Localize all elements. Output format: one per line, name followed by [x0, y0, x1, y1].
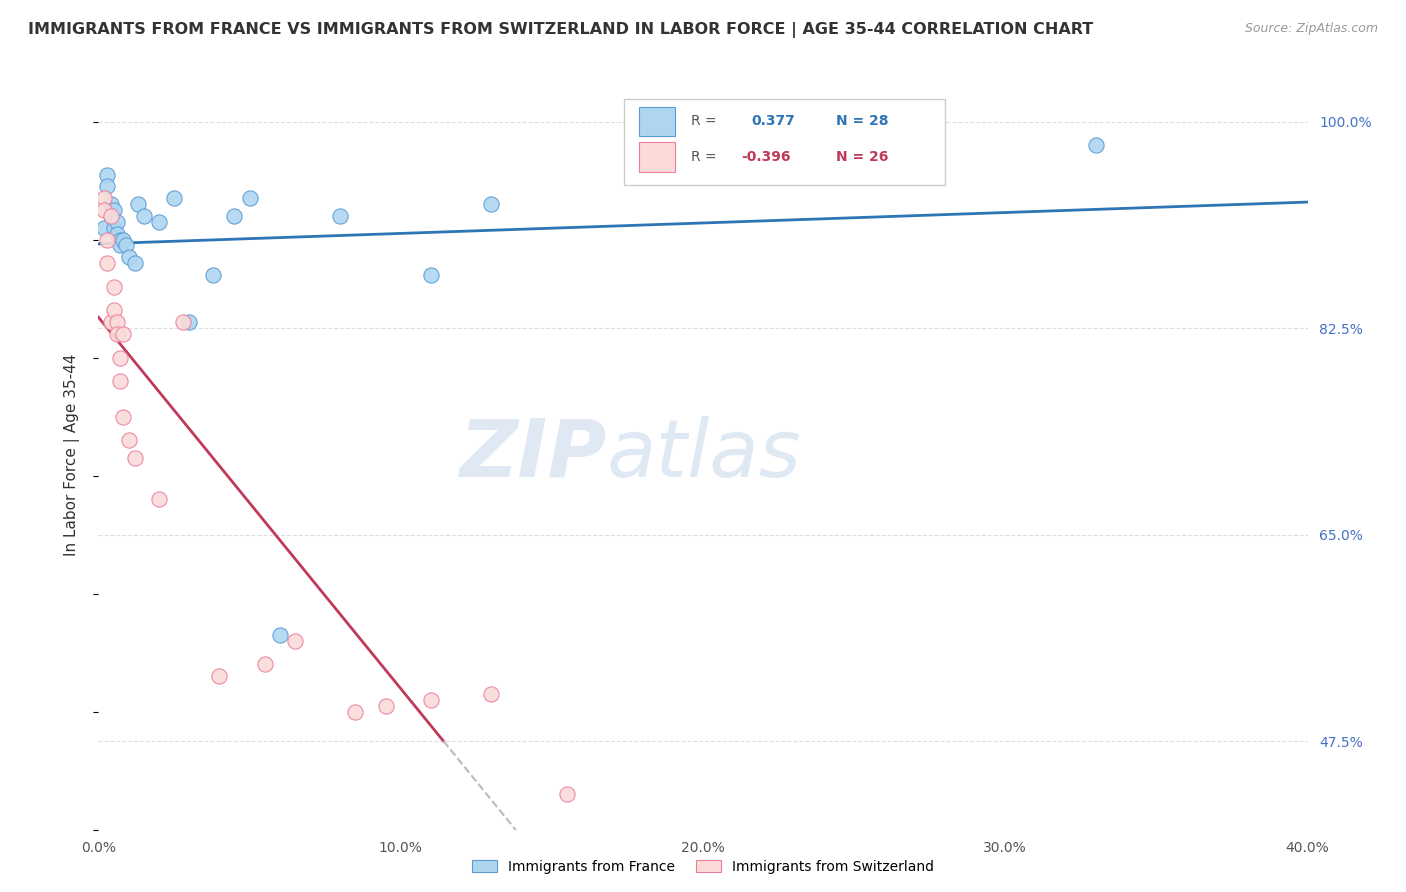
Point: [124, 256, 146, 270]
Point: [344, 705, 367, 719]
Point: [208, 669, 231, 683]
Point: [114, 238, 136, 252]
Point: [420, 692, 443, 706]
Point: [224, 209, 246, 223]
Point: [105, 227, 128, 241]
Point: [127, 197, 149, 211]
FancyBboxPatch shape: [638, 106, 675, 136]
Point: [172, 315, 194, 329]
Point: [374, 698, 396, 713]
Text: -0.396: -0.396: [742, 151, 792, 164]
Point: [179, 315, 201, 329]
Text: IMMIGRANTS FROM FRANCE VS IMMIGRANTS FROM SWITZERLAND IN LABOR FORCE | AGE 35-44: IMMIGRANTS FROM FRANCE VS IMMIGRANTS FRO…: [28, 22, 1094, 38]
Point: [96, 256, 118, 270]
Point: [118, 250, 141, 264]
FancyBboxPatch shape: [638, 143, 675, 172]
Point: [105, 326, 128, 341]
Text: atlas: atlas: [606, 416, 801, 494]
Point: [103, 220, 125, 235]
Point: [93, 203, 115, 218]
Point: [111, 326, 134, 341]
Point: [1085, 138, 1108, 153]
Point: [132, 209, 155, 223]
FancyBboxPatch shape: [624, 99, 945, 186]
Point: [329, 209, 352, 223]
Point: [269, 628, 291, 642]
Point: [124, 450, 146, 465]
Text: R =: R =: [690, 151, 717, 164]
Point: [163, 191, 186, 205]
Point: [555, 787, 578, 801]
Text: N = 26: N = 26: [837, 151, 889, 164]
Point: [93, 220, 115, 235]
Legend: Immigrants from France, Immigrants from Switzerland: Immigrants from France, Immigrants from …: [465, 853, 941, 880]
Point: [108, 351, 131, 365]
Point: [100, 209, 122, 223]
Text: 0.377: 0.377: [751, 114, 796, 128]
Text: R =: R =: [690, 114, 717, 128]
Point: [239, 191, 262, 205]
Point: [93, 191, 115, 205]
Point: [108, 374, 131, 388]
Text: Source: ZipAtlas.com: Source: ZipAtlas.com: [1244, 22, 1378, 36]
Point: [100, 209, 122, 223]
Point: [108, 233, 131, 247]
Text: ZIP: ZIP: [458, 416, 606, 494]
Point: [111, 233, 134, 247]
Point: [253, 657, 276, 672]
Y-axis label: In Labor Force | Age 35-44: In Labor Force | Age 35-44: [63, 354, 80, 556]
Point: [108, 238, 131, 252]
Point: [284, 633, 307, 648]
Point: [103, 203, 125, 218]
Point: [148, 492, 170, 507]
Point: [111, 409, 134, 424]
Point: [202, 268, 225, 282]
Point: [420, 268, 443, 282]
Text: N = 28: N = 28: [837, 114, 889, 128]
Point: [96, 168, 118, 182]
Point: [481, 687, 503, 701]
Point: [103, 279, 125, 293]
Point: [105, 215, 128, 229]
Point: [96, 179, 118, 194]
Point: [96, 233, 118, 247]
Point: [105, 315, 128, 329]
Point: [481, 197, 503, 211]
Point: [118, 433, 141, 447]
Point: [100, 315, 122, 329]
Point: [100, 197, 122, 211]
Point: [103, 303, 125, 318]
Point: [148, 215, 170, 229]
